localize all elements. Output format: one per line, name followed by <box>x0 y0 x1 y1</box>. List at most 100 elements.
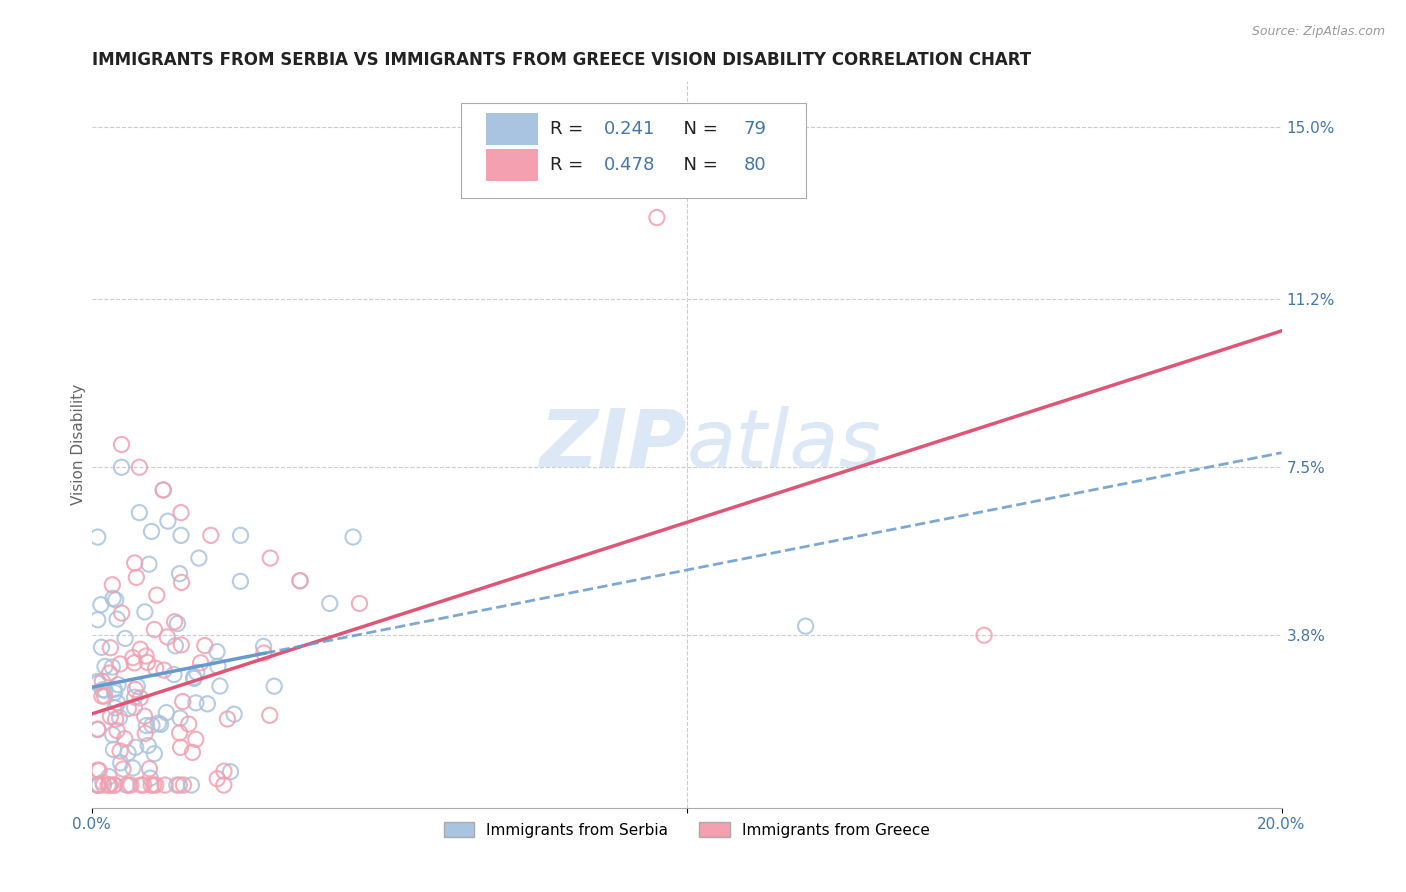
Point <box>98 778 121 792</box>
Point <box>101 728 124 742</box>
Point <box>129 690 152 705</box>
Point <box>100 709 122 723</box>
Point <box>129 642 152 657</box>
Point <box>141 718 163 732</box>
Point <box>149 717 172 731</box>
Point <box>172 694 194 708</box>
Point <box>108 744 131 758</box>
Point <box>169 711 191 725</box>
Point <box>105 612 128 626</box>
Point <box>794 619 817 633</box>
Point <box>208 679 231 693</box>
Point <box>148 716 170 731</box>
Point <box>103 682 125 697</box>
Point <box>124 740 146 755</box>
Point <box>91 775 114 789</box>
Point <box>229 528 252 542</box>
Point <box>124 700 146 714</box>
Point <box>645 211 668 225</box>
Point <box>87 674 110 689</box>
Text: R =: R = <box>550 156 589 174</box>
Point <box>93 778 115 792</box>
Point <box>138 558 160 572</box>
Point <box>134 605 156 619</box>
Point <box>104 712 127 726</box>
Text: atlas: atlas <box>686 406 882 483</box>
Point <box>121 761 143 775</box>
Point <box>124 690 146 705</box>
Point <box>187 551 209 566</box>
Point <box>973 628 995 642</box>
Point <box>128 506 150 520</box>
Point <box>170 638 193 652</box>
Point <box>145 661 167 675</box>
Point <box>97 778 120 792</box>
Text: ZIP: ZIP <box>540 406 686 483</box>
Point <box>94 683 117 698</box>
Point <box>200 528 222 542</box>
FancyBboxPatch shape <box>461 103 806 197</box>
Point <box>141 524 163 539</box>
Text: 0.478: 0.478 <box>603 156 655 174</box>
Point <box>163 667 186 681</box>
Point <box>90 640 112 655</box>
Point <box>152 483 174 497</box>
Point <box>121 650 143 665</box>
Point <box>107 696 129 710</box>
Point <box>183 672 205 686</box>
Text: Source: ZipAtlas.com: Source: ZipAtlas.com <box>1251 25 1385 38</box>
Point <box>94 659 117 673</box>
Point <box>181 745 204 759</box>
Point <box>110 460 132 475</box>
Point <box>124 682 146 697</box>
Point <box>212 764 235 779</box>
Point <box>87 778 110 792</box>
Point <box>156 630 179 644</box>
Point <box>194 639 217 653</box>
Point <box>136 656 159 670</box>
Point <box>170 575 193 590</box>
Text: N =: N = <box>672 156 724 174</box>
Point <box>229 574 252 589</box>
Text: IMMIGRANTS FROM SERBIA VS IMMIGRANTS FROM GREECE VISION DISABILITY CORRELATION C: IMMIGRANTS FROM SERBIA VS IMMIGRANTS FRO… <box>91 51 1031 69</box>
Point <box>143 747 166 761</box>
Point <box>104 778 127 792</box>
Text: N =: N = <box>672 120 724 137</box>
Point <box>104 701 127 715</box>
Point <box>184 696 207 710</box>
Point <box>163 615 186 629</box>
Point <box>87 778 110 792</box>
Point <box>87 778 110 792</box>
Point <box>87 778 110 792</box>
Point <box>87 778 110 792</box>
Point <box>87 723 110 737</box>
Point <box>166 616 188 631</box>
Point <box>120 778 142 792</box>
Point <box>259 551 281 566</box>
Point <box>132 778 155 792</box>
Point <box>107 678 129 692</box>
Point <box>173 778 195 792</box>
Point <box>184 732 207 747</box>
Text: 79: 79 <box>744 120 766 137</box>
Point <box>125 570 148 584</box>
Point <box>205 772 228 786</box>
Point <box>153 663 176 677</box>
Point <box>197 697 219 711</box>
Point <box>101 578 124 592</box>
Point <box>207 659 229 673</box>
Point <box>89 764 111 778</box>
Point <box>342 530 364 544</box>
Point <box>114 632 136 646</box>
Point <box>169 726 191 740</box>
Point <box>129 778 152 792</box>
Legend: Immigrants from Serbia, Immigrants from Greece: Immigrants from Serbia, Immigrants from … <box>437 815 936 844</box>
Point <box>166 778 188 792</box>
FancyBboxPatch shape <box>485 149 538 181</box>
Point <box>87 763 110 777</box>
Point <box>87 676 110 690</box>
Point <box>91 674 114 689</box>
Point <box>138 762 160 776</box>
Point <box>169 778 191 792</box>
Point <box>152 483 174 497</box>
